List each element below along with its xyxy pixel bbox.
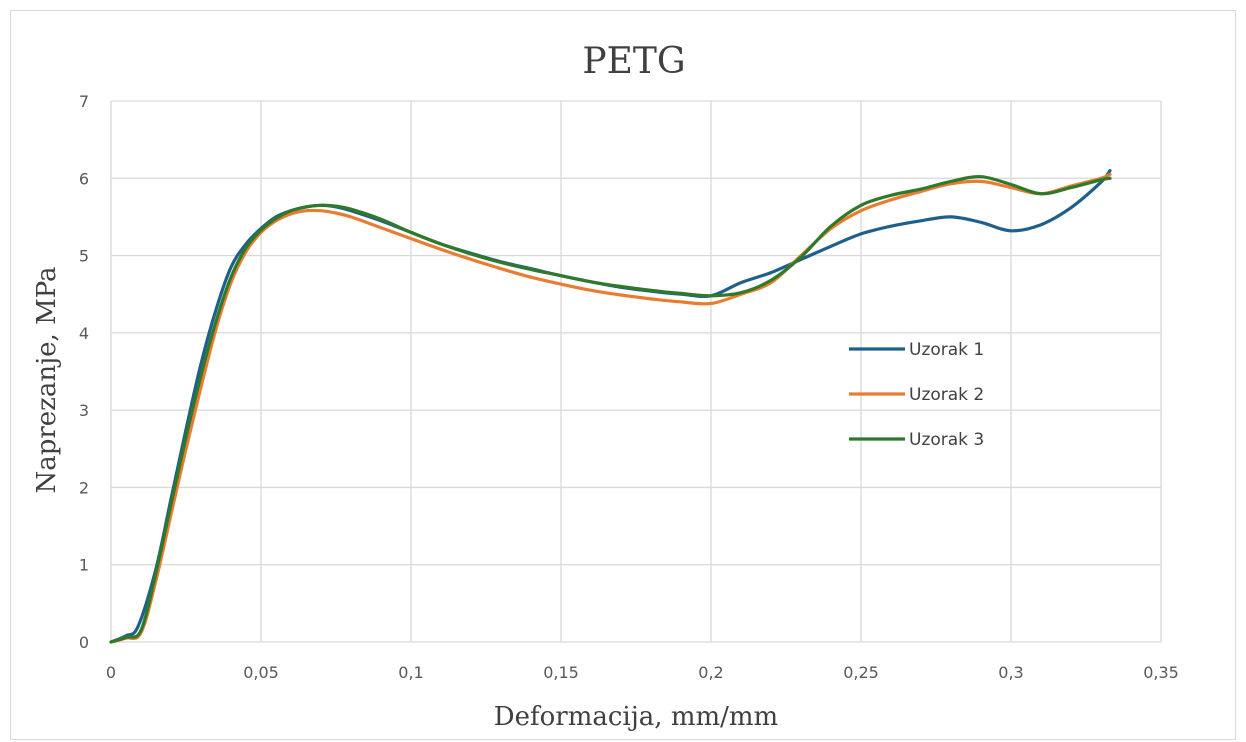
y-axis-title: Naprezanje, MPa — [32, 266, 62, 493]
series-lines — [109, 169, 1112, 644]
legend-label-2: Uzorak 2 — [909, 385, 984, 405]
x-tick-label: 0,1 — [398, 663, 423, 682]
y-tick-label: 5 — [79, 247, 89, 266]
y-tick-label: 3 — [79, 401, 89, 420]
chart-svg: PETG 0 0,05 0,1 0,15 0,2 0,25 0,3 0,35 0 1 2 3 4 5 6 7… — [32, 41, 1179, 732]
grid-layer — [110, 100, 1162, 643]
chart-frame: PETG 0 0,05 0,1 0,15 0,2 0,25 0,3 0,35 0 1 2 3 4 5 6 7… — [10, 10, 1236, 740]
series-line-2 — [109, 172, 1112, 644]
chart-title: PETG — [582, 41, 685, 82]
x-tick-label: 0,2 — [698, 663, 723, 682]
x-tick-label: 0,25 — [843, 663, 879, 682]
x-tick-label: 0,35 — [1143, 663, 1179, 682]
x-tick-label: 0,3 — [998, 663, 1023, 682]
x-tick-label: 0 — [106, 663, 116, 682]
legend-label-3: Uzorak 3 — [909, 430, 984, 450]
x-axis-title: Deformacija, mm/mm — [494, 702, 778, 732]
series-line-3 — [109, 175, 1112, 644]
y-tick-label: 2 — [79, 478, 89, 497]
x-tick-label: 0,05 — [243, 663, 279, 682]
y-tick-label: 1 — [79, 556, 89, 575]
legend-label-1: Uzorak 1 — [909, 340, 984, 360]
y-tick-labels: 0 1 2 3 4 5 6 7 — [79, 92, 89, 652]
x-tick-labels: 0 0,05 0,1 0,15 0,2 0,25 0,3 0,35 — [106, 663, 1179, 682]
y-tick-label: 0 — [79, 633, 89, 652]
y-tick-label: 7 — [79, 92, 89, 111]
x-tick-label: 0,15 — [543, 663, 579, 682]
y-tick-label: 6 — [79, 169, 89, 188]
y-tick-label: 4 — [79, 324, 89, 343]
legend: Uzorak 1 Uzorak 2 Uzorak 3 — [849, 340, 984, 450]
